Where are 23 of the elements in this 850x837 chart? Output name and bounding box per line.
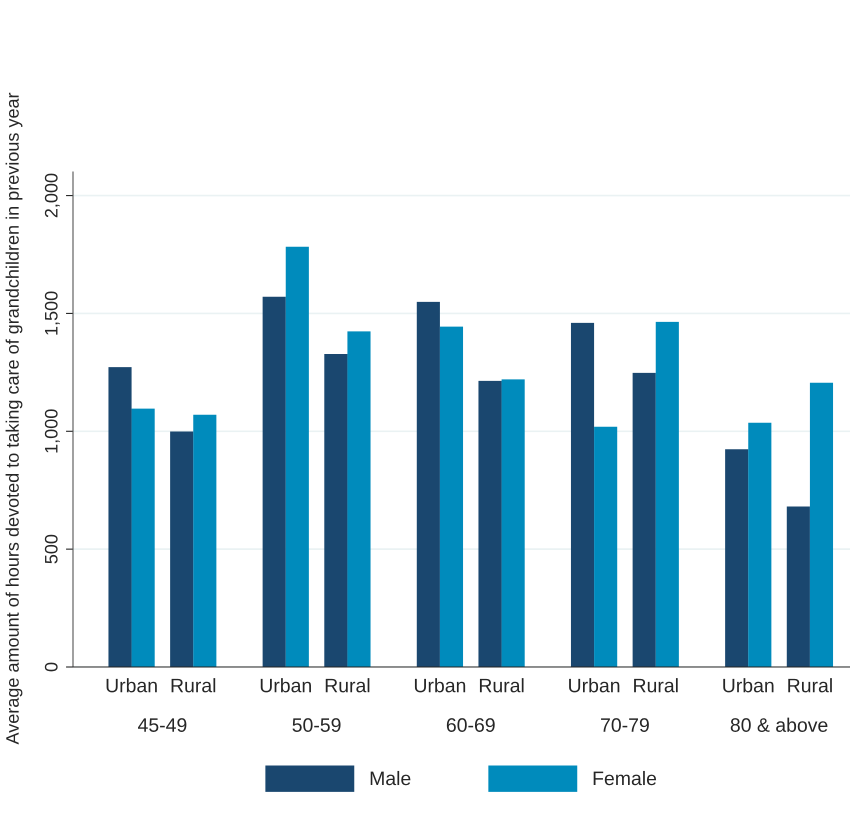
y-tick-label: 0	[44, 662, 58, 672]
y-tick-label: 500	[44, 534, 58, 564]
y-tick-label: 1,500	[44, 292, 60, 335]
x-tick-label: Rural	[634, 678, 678, 692]
x-tick-label: Rural	[788, 678, 832, 692]
x-tick-label: Urban	[569, 678, 620, 692]
text: 80 & above	[730, 718, 828, 732]
y-tick-label: 2,000	[44, 174, 60, 218]
text: 45-49	[138, 718, 186, 732]
text: 60-69	[446, 718, 495, 732]
text: 50-59	[292, 718, 341, 732]
x-tick-label: Urban	[106, 678, 157, 692]
legend-label: Female	[594, 770, 656, 786]
y-axis-title: Average amount of hours devoted to taking care of grandchildren in previous year	[6, 92, 22, 744]
x-tick-label: Rural	[480, 678, 524, 692]
x-tick-label: Urban	[723, 678, 774, 692]
text: 70-79	[601, 718, 649, 732]
legend-label: Male	[370, 770, 410, 786]
x-tick-label: Urban	[414, 678, 466, 692]
x-tick-label: Rural	[326, 678, 370, 692]
y-tick-label: 1,000	[44, 409, 60, 452]
x-tick-label: Rural	[172, 678, 216, 692]
x-tick-label: Urban	[260, 678, 311, 692]
